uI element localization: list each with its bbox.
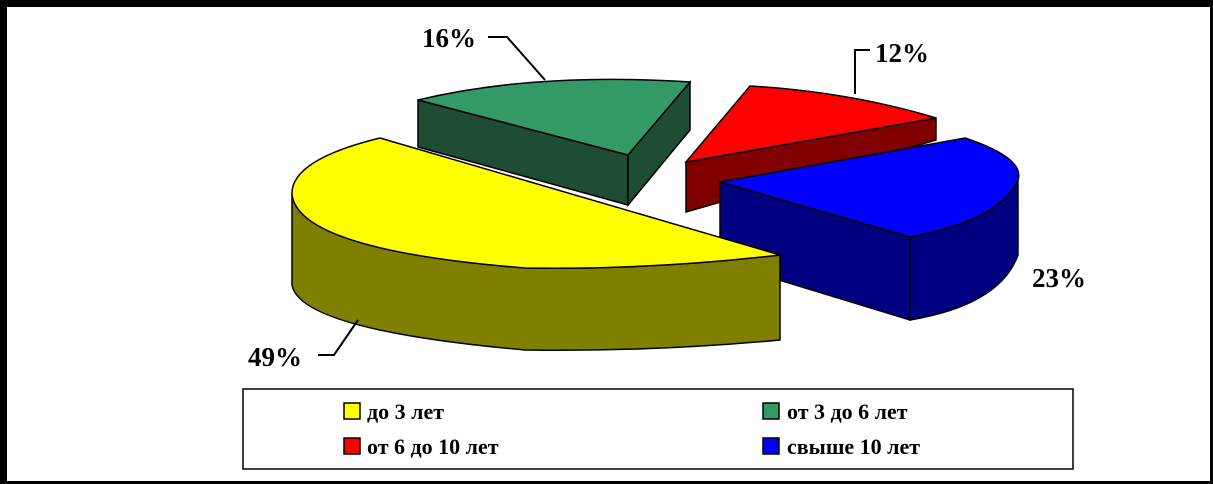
legend: до 3 лет от 3 до 6 лет от 6 до 10 лет св…: [242, 388, 1074, 470]
legend-swatch-1: [762, 402, 780, 420]
slice-top-0: [291, 137, 781, 269]
slice-top-1: [417, 78, 692, 156]
legend-label-1: от 3 до 6 лет: [787, 399, 908, 424]
legend-swatch-3: [762, 437, 780, 455]
legend-label-2: от 6 до 10 лет: [367, 434, 499, 459]
data-label-0: 49%: [248, 342, 302, 372]
slice-top-2: [684, 85, 937, 164]
legend-label-3: свыше 10 лет: [787, 434, 920, 459]
slice-top-3: [719, 137, 1020, 238]
legend-box: [242, 388, 1074, 470]
leader-line-1: [488, 36, 546, 81]
legend-label-0: до 3 лет: [367, 399, 444, 424]
data-label-2: 12%: [875, 38, 929, 68]
legend-swatch-2: [343, 437, 361, 455]
data-label-3: 23%: [1032, 263, 1086, 293]
leader-line-0: [318, 319, 359, 356]
data-label-1: 16%: [422, 23, 476, 53]
pie-body: [291, 78, 1020, 352]
leader-line-2: [854, 49, 870, 94]
legend-swatch-0: [343, 402, 361, 420]
leader-lines: [318, 36, 870, 356]
